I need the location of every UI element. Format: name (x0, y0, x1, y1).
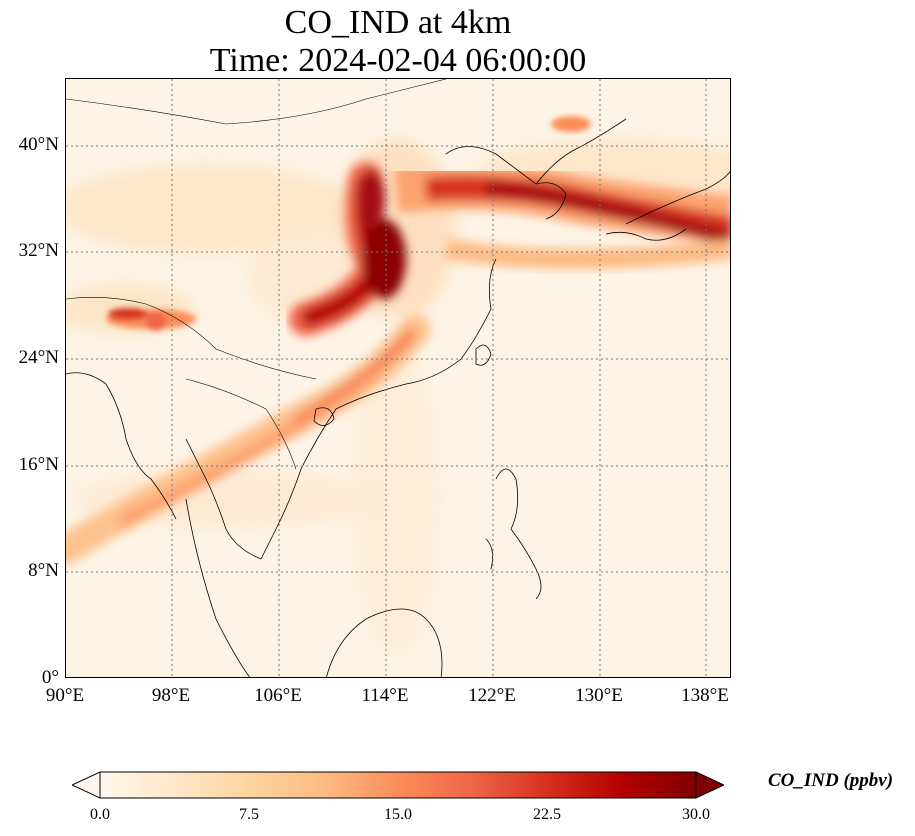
coastlines (66, 79, 730, 677)
lat-tick-label: 24°N (18, 347, 59, 368)
lon-tick-label: 98°E (151, 685, 191, 706)
lat-tick-label: 40°N (18, 134, 59, 155)
lat-tick-label: 8°N (28, 560, 59, 581)
lat-tick-label: 32°N (18, 240, 59, 261)
map-panel[interactable] (65, 78, 731, 678)
colorbar-gradient (99, 771, 697, 799)
map-title-variable: CO_IND at 4km (284, 4, 512, 41)
colorbar-tick: 30.0 (682, 806, 710, 823)
map-title-time: Time: 2024-02-04 06:00:00 (209, 42, 587, 79)
map-canvas (66, 79, 730, 677)
lon-tick-label: 114°E (361, 685, 409, 706)
gridlines (66, 79, 730, 677)
lon-tick-label: 122°E (468, 685, 516, 706)
lon-tick-label: 106°E (254, 685, 302, 706)
lon-tick-label: 130°E (575, 685, 623, 706)
lat-tick-label: 0° (41, 667, 59, 688)
lon-tick-label: 90°E (45, 685, 85, 706)
colorbar-extend-min (72, 771, 101, 799)
colorbar-tick: 0.0 (90, 806, 110, 823)
colorbar-tick: 7.5 (239, 806, 259, 823)
colorbar-label: CO_IND (ppbv) (768, 770, 894, 791)
lat-tick-label: 16°N (18, 454, 59, 475)
colorbar-tick: 15.0 (384, 806, 412, 823)
lon-tick-label: 138°E (681, 685, 729, 706)
colorbar (72, 771, 724, 799)
co-concentration-field (66, 116, 730, 659)
colorbar-extend-max (695, 771, 724, 799)
colorbar-tick: 22.5 (533, 806, 561, 823)
